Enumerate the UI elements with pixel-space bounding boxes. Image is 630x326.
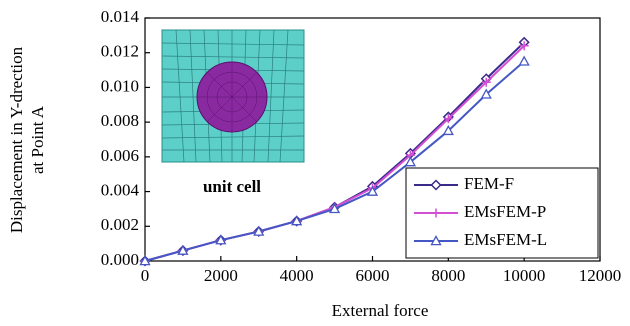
y-axis-label: Displacement in Y-drection [7, 46, 26, 233]
x-tick-label: 6000 [356, 266, 390, 285]
legend: FEM-F EMsFEM-P EMsFEM-L [406, 168, 598, 258]
y-tick-label: 0.012 [101, 42, 139, 61]
y-axis-label: at Point A [28, 105, 47, 174]
x-tick-label: 0 [141, 266, 150, 285]
legend-label: FEM-F [464, 174, 514, 193]
chart: unit cell External force Displacement in… [0, 0, 630, 326]
x-tick-label: 8000 [431, 266, 465, 285]
y-tick-label: 0.008 [101, 111, 139, 130]
x-tick-label: 4000 [280, 266, 314, 285]
x-tick-label: 10000 [503, 266, 546, 285]
y-tick-label: 0.014 [101, 7, 140, 26]
unit-cell-inset: unit cell [162, 30, 304, 196]
legend-label: EMsFEM-L [464, 230, 547, 249]
x-tick-label: 2000 [204, 266, 238, 285]
y-tick-label: 0.006 [101, 146, 139, 165]
annotation: unit cell [203, 177, 261, 196]
x-axis-label: External force [332, 301, 429, 320]
y-tick-label: 0.004 [101, 180, 140, 199]
y-tick-label: 0.000 [101, 250, 139, 269]
legend-label: EMsFEM-P [464, 202, 546, 221]
y-tick-label: 0.010 [101, 76, 139, 95]
marker [520, 57, 529, 65]
x-tick-label: 12000 [579, 266, 622, 285]
y-tick-label: 0.002 [101, 215, 139, 234]
